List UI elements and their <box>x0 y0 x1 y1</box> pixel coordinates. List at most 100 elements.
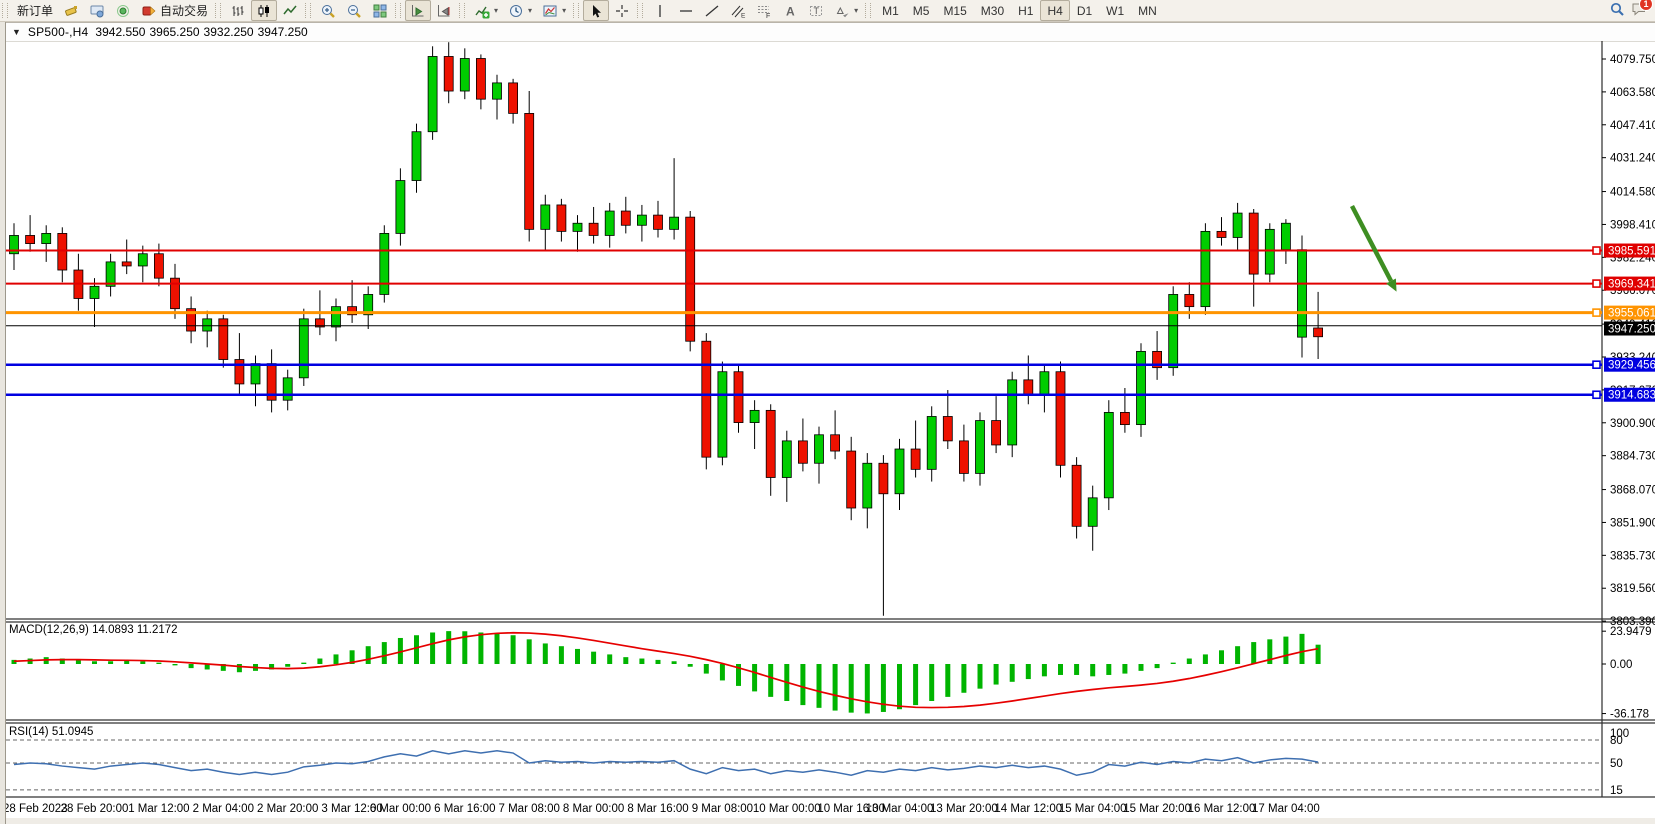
macd-histogram-bar <box>494 633 500 664</box>
candle-body <box>685 216 696 342</box>
timeframe-H4-button[interactable]: H4 <box>1040 0 1070 21</box>
timeframe-W1-button[interactable]: W1 <box>1099 0 1131 21</box>
timeframe-M1-button[interactable]: M1 <box>875 0 906 21</box>
chevron-down-icon[interactable]: ▾ <box>494 6 499 15</box>
price-tick-label: 4063.580 <box>1610 87 1655 99</box>
line-anchor-handle[interactable] <box>1592 308 1601 317</box>
line-price-label: 3969.341 <box>1608 279 1655 291</box>
macd-histogram-bar <box>816 664 822 708</box>
candle-body <box>733 371 744 423</box>
bar-chart-button[interactable] <box>225 0 251 21</box>
zoom-out-button[interactable] <box>341 0 367 21</box>
hline-button[interactable] <box>673 0 699 21</box>
macd-histogram-bar <box>687 664 693 667</box>
shapes-button[interactable]: ▾ <box>829 0 863 21</box>
autotrade-button[interactable]: 自动交易 <box>136 0 213 21</box>
candle-body <box>1184 294 1195 308</box>
add-indicator-button[interactable]: ▾ <box>469 0 503 21</box>
macd-histogram-bar <box>993 664 999 685</box>
candle-body <box>153 253 164 279</box>
candle-body <box>959 440 969 474</box>
chevron-down-icon[interactable]: ▾ <box>854 6 859 15</box>
line-chart-button[interactable] <box>277 0 303 21</box>
chevron-down-icon[interactable]: ▾ <box>562 6 567 15</box>
candle-body <box>894 448 905 495</box>
macd-histogram-bar <box>558 646 564 664</box>
search-button[interactable] <box>1609 1 1625 20</box>
svg-text:F: F <box>766 13 770 19</box>
chevron-down-icon[interactable]: ▾ <box>528 6 533 15</box>
candle-body <box>379 233 390 295</box>
label-button[interactable]: T <box>803 0 829 21</box>
candlestick-button[interactable] <box>251 0 278 21</box>
price-tick-label: 4079.750 <box>1610 54 1655 66</box>
time-axis-label: 16 Mar 12:00 <box>1188 803 1256 815</box>
timeframe-M5-button[interactable]: M5 <box>906 0 937 21</box>
text-button[interactable]: A <box>777 0 803 21</box>
macd-histogram-bar <box>542 643 548 664</box>
chat-button[interactable]: 1 <box>1631 0 1653 20</box>
candle-body <box>202 318 213 332</box>
signal-button[interactable] <box>110 0 136 21</box>
timeframe-H1-button[interactable]: H1 <box>1011 0 1040 21</box>
tile-windows-button[interactable] <box>367 0 393 21</box>
candle-body <box>395 180 406 234</box>
candle-body <box>508 82 519 114</box>
line-anchor-handle[interactable] <box>1592 360 1601 369</box>
auto-scroll-button[interactable] <box>405 0 432 21</box>
cursor-button[interactable] <box>583 0 610 21</box>
periods-button[interactable]: ▾ <box>503 0 537 21</box>
macd-indicator-label: MACD(12,26,9) 14.0893 11.2172 <box>9 624 178 636</box>
macd-histogram-bar <box>11 659 17 664</box>
candle-body <box>765 409 776 478</box>
candle-body <box>588 222 599 236</box>
text-icon: A <box>786 4 795 18</box>
candle-body <box>975 420 985 474</box>
line-anchor-handle[interactable] <box>1592 246 1601 255</box>
chart-shift-button[interactable] <box>431 0 457 21</box>
templates-button[interactable]: ▾ <box>537 0 571 21</box>
svg-text:A: A <box>786 4 795 18</box>
price-tick-label: 3998.410 <box>1610 219 1655 231</box>
line-price-label-box <box>1604 243 1655 258</box>
zoom-out-icon <box>348 4 361 18</box>
macd-histogram-bar <box>526 639 532 664</box>
annotation-arrow-shaft[interactable] <box>1350 204 1393 283</box>
line-anchor-handle[interactable] <box>1592 279 1601 288</box>
toolbar-grip <box>573 3 580 18</box>
hline-icon <box>680 9 693 12</box>
candle-body <box>1055 371 1066 466</box>
fibonacci-button[interactable]: F <box>751 0 777 21</box>
line-anchor-handle[interactable] <box>1592 390 1601 400</box>
new-order-button[interactable]: 新订单 <box>12 0 58 21</box>
timeframe-M30-button[interactable]: M30 <box>974 0 1011 21</box>
timeframe-D1-button[interactable]: D1 <box>1070 0 1099 21</box>
macd-histogram-bar <box>945 664 951 697</box>
trendline-button[interactable] <box>699 0 725 21</box>
brush-button[interactable] <box>58 0 84 21</box>
crosshair-button[interactable] <box>609 0 635 21</box>
window-bottom-edge <box>0 818 1655 824</box>
time-axis-label: 13 Mar 04:00 <box>866 803 934 815</box>
button-label: 新订单 <box>17 4 54 18</box>
timeframe-M15-button[interactable]: M15 <box>936 0 973 21</box>
chart-window-header: ▼ SP500-,H4 3942.550 3965.250 3932.250 3… <box>6 22 1655 41</box>
templates-icon <box>543 5 557 16</box>
channel-button[interactable]: E <box>725 0 751 21</box>
macd-histogram-bar <box>607 654 613 664</box>
candle-body <box>910 448 921 470</box>
macd-histogram-bar <box>864 664 870 714</box>
macd-histogram-bar <box>140 661 146 664</box>
candle-body <box>620 210 631 226</box>
monitor-button[interactable] <box>84 0 110 21</box>
ohlc-high: 3965.250 <box>149 25 200 39</box>
vline-button[interactable] <box>647 0 673 21</box>
annotation-arrow-head[interactable] <box>1386 278 1397 292</box>
macd-histogram-bar <box>639 658 645 664</box>
macd-histogram-bar <box>430 632 436 664</box>
ohlc-close: 3947.250 <box>257 25 308 39</box>
timeframe-MN-button[interactable]: MN <box>1131 0 1164 21</box>
zoom-in-button[interactable] <box>315 0 341 21</box>
collapse-chart-icon[interactable]: ▼ <box>12 27 21 37</box>
